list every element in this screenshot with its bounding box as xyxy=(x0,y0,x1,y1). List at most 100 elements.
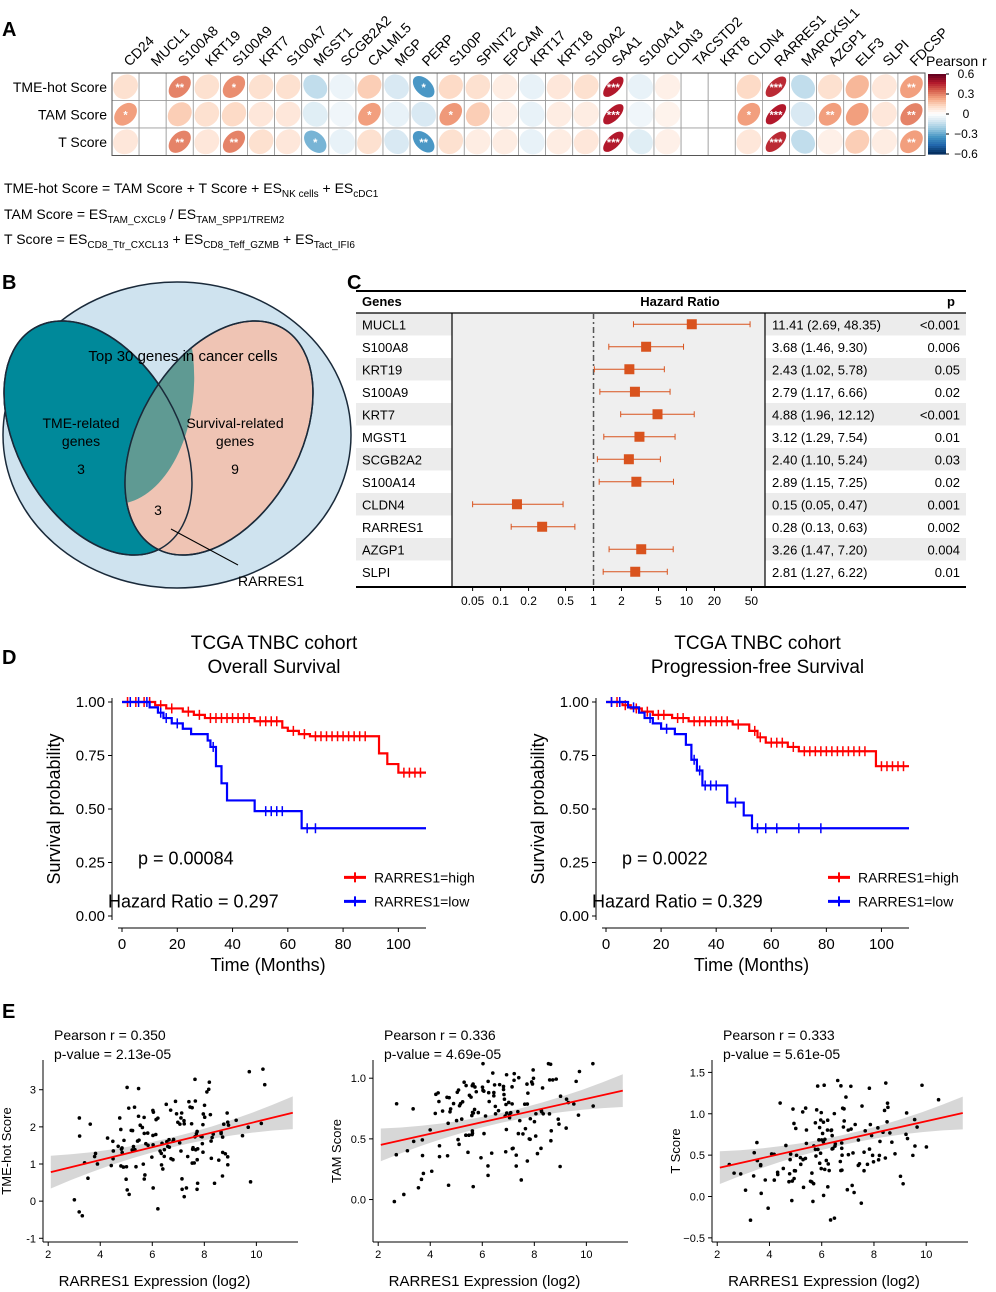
data-point xyxy=(835,1078,840,1083)
significance-stars: * xyxy=(367,109,372,121)
data-point xyxy=(445,1153,450,1158)
data-point xyxy=(840,1106,845,1110)
data-point xyxy=(748,1218,753,1223)
data-point xyxy=(487,1099,491,1104)
data-point xyxy=(829,1128,833,1133)
data-point xyxy=(225,1111,229,1115)
data-point xyxy=(824,1158,829,1163)
data-point xyxy=(455,1090,460,1095)
data-point xyxy=(743,1188,748,1192)
data-point xyxy=(467,1093,472,1098)
correlation-ellipse xyxy=(492,74,518,100)
data-point xyxy=(772,1178,777,1182)
data-point xyxy=(446,1183,451,1188)
y-tick-label: 0.0 xyxy=(690,1192,705,1204)
correlation-ellipse xyxy=(168,75,191,98)
data-point xyxy=(522,1102,527,1107)
data-point xyxy=(167,1137,171,1142)
data-point xyxy=(558,1164,562,1169)
colorbar-swatch xyxy=(928,100,946,103)
data-point xyxy=(466,1150,470,1155)
significance-stars: *** xyxy=(607,137,621,149)
data-point xyxy=(862,1150,866,1154)
row-band xyxy=(765,448,966,471)
forest-plot-background xyxy=(452,313,765,587)
data-point xyxy=(574,1079,578,1084)
pearson-r-annotation: Pearson r = 0.333 xyxy=(723,1027,835,1043)
data-point xyxy=(182,1118,186,1123)
data-point xyxy=(877,1153,882,1158)
colorbar-swatch xyxy=(928,82,946,85)
correlation-ellipse xyxy=(248,129,274,155)
data-point xyxy=(876,1126,880,1130)
correlation-ellipse xyxy=(357,129,382,155)
data-point xyxy=(200,1141,205,1146)
data-point xyxy=(541,1111,546,1116)
colorbar-swatch xyxy=(928,124,946,127)
x-tick-label: 20 xyxy=(169,936,186,953)
data-point xyxy=(512,1078,516,1083)
data-point xyxy=(564,1126,568,1130)
colorbar-tick-label: −0.3 xyxy=(954,127,978,141)
data-point xyxy=(913,1144,917,1148)
data-point xyxy=(201,1150,205,1155)
venn-overlap-count: 3 xyxy=(154,502,162,518)
heatmap-cell xyxy=(707,72,736,101)
colorbar-swatch xyxy=(928,96,946,99)
data-point xyxy=(138,1123,143,1128)
data-point xyxy=(533,1134,538,1138)
data-point xyxy=(501,1084,506,1089)
data-point xyxy=(751,1174,756,1178)
data-point xyxy=(195,1181,200,1186)
data-point xyxy=(810,1171,814,1175)
gene-name: S100A14 xyxy=(362,475,416,490)
venn-callout-line xyxy=(170,528,239,566)
data-point xyxy=(167,1145,172,1149)
data-point xyxy=(818,1151,823,1156)
colorbar-swatch xyxy=(928,92,946,95)
legend-label: RARRES1=high xyxy=(858,869,959,885)
gene-name: AZGP1 xyxy=(362,542,405,557)
data-point xyxy=(502,1097,507,1102)
data-point xyxy=(833,1142,838,1146)
data-point xyxy=(223,1151,228,1156)
data-point xyxy=(790,1179,795,1183)
data-point xyxy=(162,1154,167,1159)
data-point xyxy=(521,1132,525,1136)
colorbar-swatch xyxy=(928,142,946,145)
data-point xyxy=(202,1115,207,1120)
data-point xyxy=(554,1077,559,1081)
correlation-ellipse xyxy=(275,74,301,100)
venn-left-count: 3 xyxy=(77,461,85,477)
data-point xyxy=(800,1110,805,1114)
data-point xyxy=(482,1131,486,1136)
correlation-ellipse xyxy=(627,74,654,100)
data-point xyxy=(826,1185,830,1189)
data-point xyxy=(471,1184,476,1189)
data-point xyxy=(519,1178,524,1182)
panel-letter-d: D xyxy=(2,647,16,669)
data-point xyxy=(220,1135,225,1139)
gene-name: MGST1 xyxy=(362,430,407,445)
significance-stars: ** xyxy=(907,137,916,149)
heatmap-frame xyxy=(111,72,926,156)
data-point xyxy=(832,1216,837,1220)
hr-ci-label: 3.12 (1.29, 7.54) xyxy=(772,430,867,445)
correlation-ellipse xyxy=(818,102,842,126)
data-point xyxy=(857,1162,862,1166)
data-point xyxy=(759,1191,764,1196)
data-point xyxy=(787,1179,791,1184)
data-point xyxy=(885,1101,890,1105)
data-point xyxy=(577,1069,582,1074)
data-point xyxy=(817,1125,822,1130)
data-point xyxy=(878,1139,882,1144)
x-tick-label: 40 xyxy=(708,936,725,953)
colorbar-swatch xyxy=(928,86,946,89)
legend-label: RARRES1=low xyxy=(858,893,954,909)
data-point xyxy=(476,1110,481,1115)
x-tick-label: 0 xyxy=(118,936,126,953)
data-point xyxy=(862,1168,866,1173)
data-point xyxy=(248,1180,253,1184)
data-point xyxy=(915,1125,919,1129)
data-point xyxy=(182,1122,187,1126)
